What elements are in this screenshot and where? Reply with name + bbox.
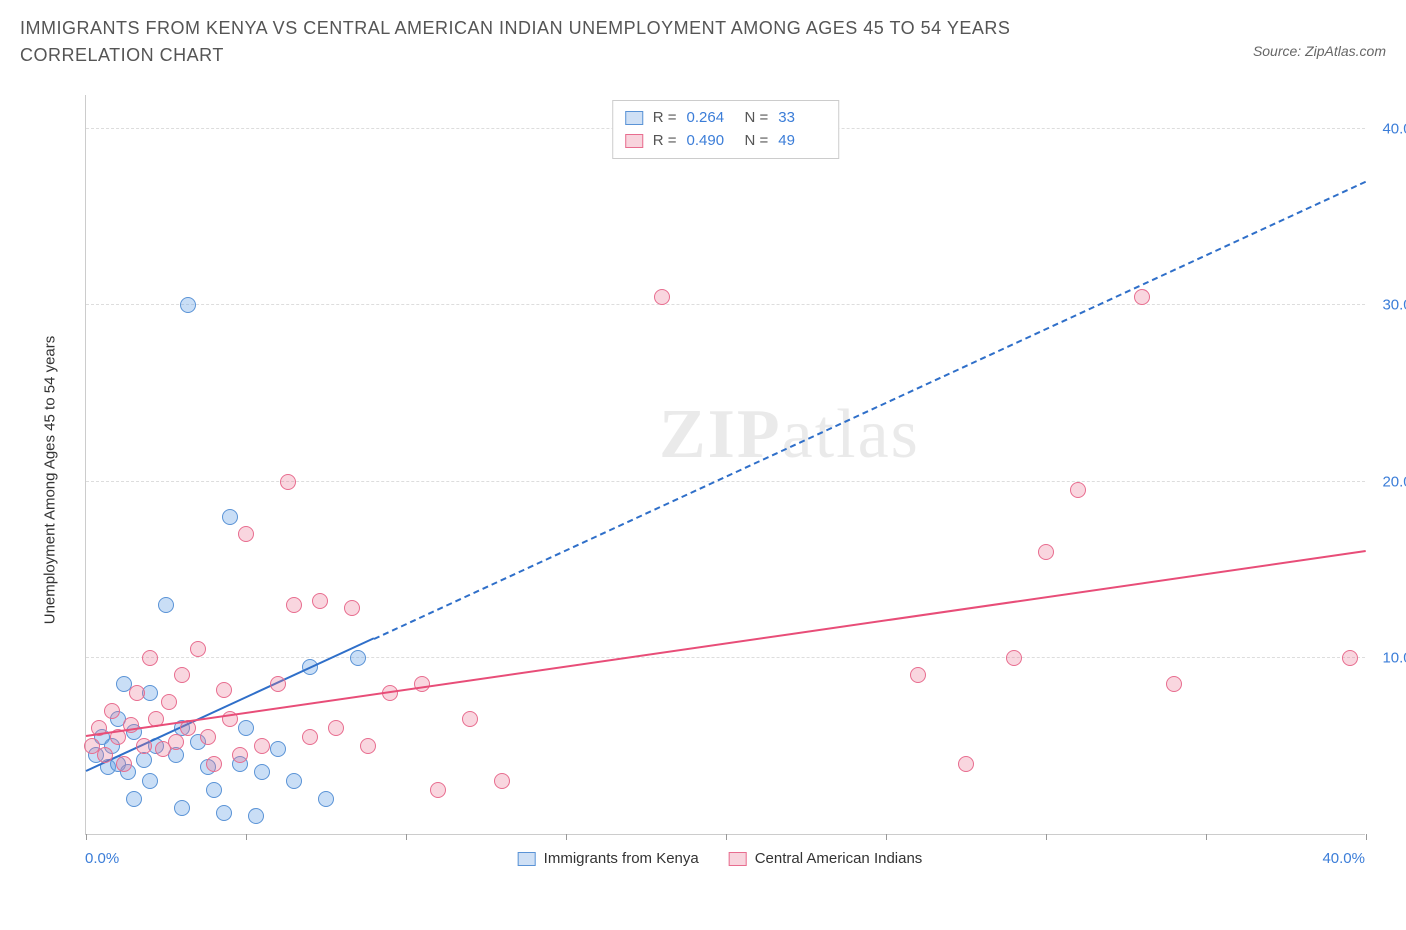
legend-series-label: Immigrants from Kenya <box>544 850 699 867</box>
n-label: N = <box>745 130 769 153</box>
data-point <box>318 791 334 807</box>
data-point <box>270 676 286 692</box>
data-point <box>254 738 270 754</box>
data-point <box>174 667 190 683</box>
data-point <box>1342 650 1358 666</box>
data-point <box>494 773 510 789</box>
x-tick <box>726 834 727 840</box>
y-tick-label: 10.0% <box>1382 649 1406 666</box>
data-point <box>126 791 142 807</box>
y-tick-label: 40.0% <box>1382 121 1406 138</box>
data-point <box>97 747 113 763</box>
data-point <box>158 597 174 613</box>
data-point <box>161 694 177 710</box>
data-point <box>1038 544 1054 560</box>
data-point <box>232 747 248 763</box>
r-label: R = <box>653 130 677 153</box>
y-axis-label: Unemployment Among Ages 45 to 54 years <box>42 336 59 625</box>
data-point <box>280 474 296 490</box>
r-label: R = <box>653 107 677 130</box>
legend-series-item: Central American Indians <box>729 850 923 867</box>
data-point <box>142 650 158 666</box>
data-point <box>1006 650 1022 666</box>
data-point <box>206 756 222 772</box>
data-point <box>238 720 254 736</box>
x-tick <box>1366 834 1367 840</box>
data-point <box>136 738 152 754</box>
data-point <box>222 509 238 525</box>
data-point <box>116 756 132 772</box>
gridline <box>86 481 1365 482</box>
data-point <box>104 703 120 719</box>
legend-swatch <box>729 852 747 866</box>
n-value: 49 <box>778 130 826 153</box>
data-point <box>180 297 196 313</box>
x-tick <box>886 834 887 840</box>
data-point <box>129 685 145 701</box>
data-point <box>910 667 926 683</box>
data-point <box>206 782 222 798</box>
data-point <box>168 734 184 750</box>
data-point <box>302 729 318 745</box>
data-point <box>286 597 302 613</box>
data-point <box>328 720 344 736</box>
series-legend: Immigrants from Kenya Central American In… <box>518 850 923 867</box>
x-tick <box>566 834 567 840</box>
data-point <box>136 752 152 768</box>
data-point <box>142 773 158 789</box>
data-point <box>958 756 974 772</box>
data-point <box>190 641 206 657</box>
y-tick-label: 30.0% <box>1382 297 1406 314</box>
x-tick <box>406 834 407 840</box>
data-point <box>312 593 328 609</box>
trend-line <box>86 638 375 773</box>
data-point <box>1134 289 1150 305</box>
n-value: 33 <box>778 107 826 130</box>
legend-swatch <box>518 852 536 866</box>
n-label: N = <box>745 107 769 130</box>
legend-stat-row: R = 0.264 N = 33 <box>625 107 827 130</box>
legend-series-item: Immigrants from Kenya <box>518 850 699 867</box>
data-point <box>238 526 254 542</box>
x-tick <box>1206 834 1207 840</box>
legend-stat-row: R = 0.490 N = 49 <box>625 130 827 153</box>
trend-line <box>86 550 1366 737</box>
stats-legend: R = 0.264 N = 33 R = 0.490 N = 49 <box>612 100 840 159</box>
data-point <box>216 682 232 698</box>
data-point <box>344 600 360 616</box>
data-point <box>350 650 366 666</box>
x-tick <box>86 834 87 840</box>
data-point <box>200 729 216 745</box>
data-point <box>430 782 446 798</box>
data-point <box>1070 482 1086 498</box>
data-point <box>270 741 286 757</box>
chart-container: Unemployment Among Ages 45 to 54 years R… <box>60 95 1380 865</box>
data-point <box>360 738 376 754</box>
scatter-plot: R =0.264N =33R =0.490N =49 ZIPatlas 10.0… <box>85 95 1365 835</box>
x-axis-start-label: 0.0% <box>85 850 119 867</box>
legend-series-label: Central American Indians <box>755 850 923 867</box>
data-point <box>654 289 670 305</box>
data-point <box>414 676 430 692</box>
data-point <box>174 800 190 816</box>
legend-swatch <box>625 111 643 125</box>
r-value: 0.264 <box>687 107 735 130</box>
gridline <box>86 304 1365 305</box>
data-point <box>462 711 478 727</box>
chart-title: IMMIGRANTS FROM KENYA VS CENTRAL AMERICA… <box>20 15 1120 69</box>
x-axis-end-label: 40.0% <box>1322 850 1365 867</box>
source-attribution: Source: ZipAtlas.com <box>1253 43 1386 59</box>
y-tick-label: 20.0% <box>1382 473 1406 490</box>
r-value: 0.490 <box>687 130 735 153</box>
gridline <box>86 657 1365 658</box>
data-point <box>1166 676 1182 692</box>
data-point <box>254 764 270 780</box>
x-tick <box>246 834 247 840</box>
data-point <box>286 773 302 789</box>
data-point <box>216 805 232 821</box>
data-point <box>248 808 264 824</box>
watermark: ZIPatlas <box>659 395 920 475</box>
legend-swatch <box>625 134 643 148</box>
x-tick <box>1046 834 1047 840</box>
